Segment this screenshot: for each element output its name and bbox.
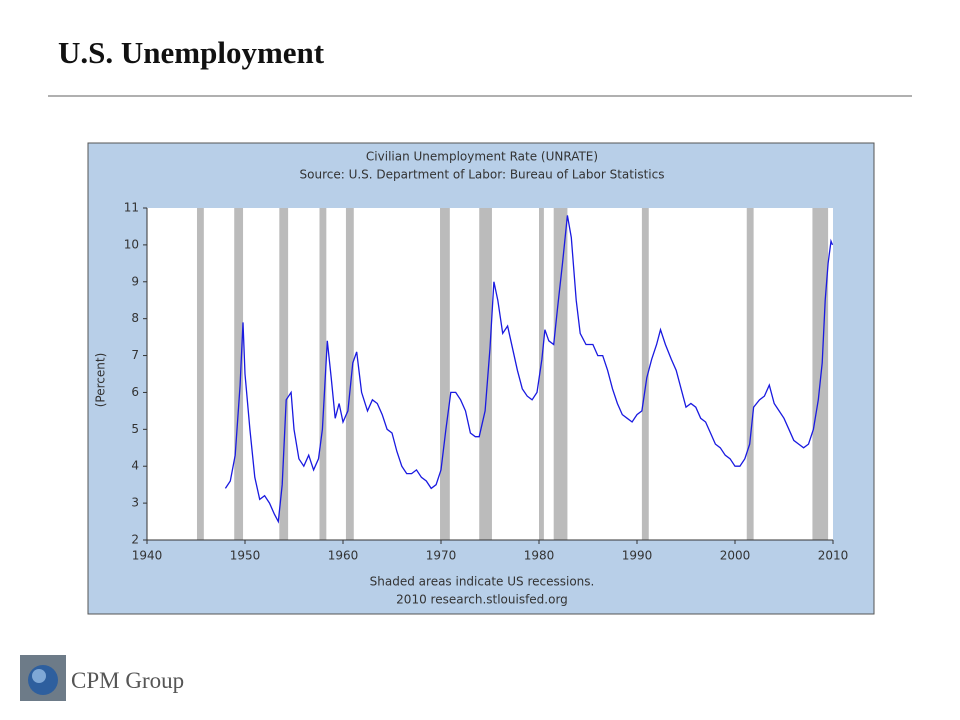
x-tick-label: 1950 <box>230 549 261 563</box>
x-tick-label: 1990 <box>622 549 653 563</box>
x-tick-label: 1940 <box>132 549 163 563</box>
recession-band <box>345 208 354 540</box>
y-tick-label: 6 <box>131 385 139 399</box>
y-axis-label: (Percent) <box>94 353 108 408</box>
recession-band <box>746 208 754 540</box>
logo <box>20 655 66 701</box>
chart-title: Civilian Unemployment Rate (UNRATE) <box>366 150 598 164</box>
x-tick-label: 2010 <box>818 549 849 563</box>
y-tick-label: 2 <box>131 533 139 547</box>
recession-band <box>234 208 244 540</box>
y-tick-label: 7 <box>131 348 139 362</box>
x-tick-label: 2000 <box>720 549 751 563</box>
recession-band <box>319 208 327 540</box>
plot: 2 3 4 5 6 7 8 9 10 11 1940 1950 1960 1970 1980 1990 2000… <box>124 201 849 563</box>
x-tick-label: 1960 <box>328 549 359 563</box>
chart-subtitle: Source: U.S. Department of Labor: Bureau… <box>300 168 665 182</box>
y-tick-label: 10 <box>124 237 139 251</box>
note: 2010 research.stlouisfed.org <box>396 593 568 607</box>
logo-text: CPM Group <box>71 668 184 693</box>
slide-title: U.S. Unemployment <box>58 35 325 70</box>
y-tick-label: 8 <box>131 311 139 325</box>
recession-band <box>279 208 289 540</box>
data-line <box>224 215 834 524</box>
y-tick-label: 4 <box>131 459 139 473</box>
recession-band <box>440 208 450 540</box>
note: Shaded areas indicate US recessions. <box>370 575 595 589</box>
recession-band <box>196 208 204 540</box>
recession-band <box>553 208 568 540</box>
y-tick-label: 9 <box>131 274 139 288</box>
y-tick-label: 11 <box>124 201 139 215</box>
recession-band <box>539 208 544 540</box>
y-tick-label: 5 <box>131 422 139 436</box>
y-tick-label: 3 <box>131 496 139 510</box>
recession-band <box>479 208 492 540</box>
x-tick-label: 1970 <box>426 549 457 563</box>
logo-globe-highlight <box>32 669 46 683</box>
x-tick-label: 1980 <box>524 549 555 563</box>
recession-band <box>641 208 649 540</box>
recession-band <box>812 208 829 540</box>
